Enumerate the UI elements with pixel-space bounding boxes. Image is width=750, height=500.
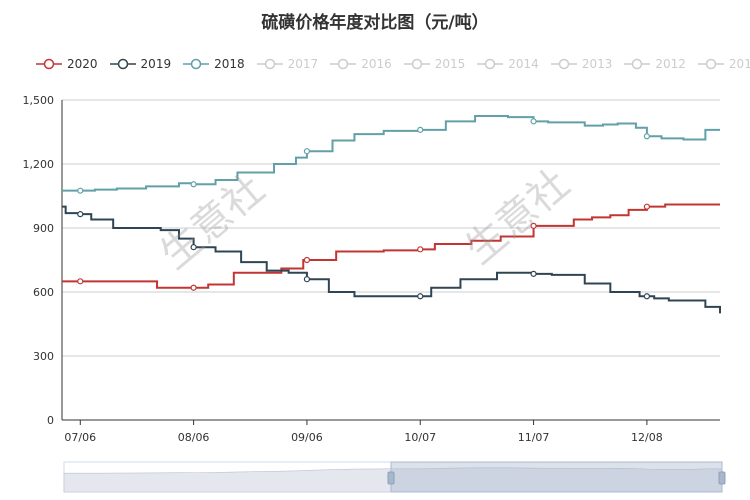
legend-item-2013[interactable]: 2013 bbox=[550, 57, 613, 71]
legend-line-icon bbox=[330, 58, 357, 70]
data-point-2020[interactable] bbox=[190, 284, 197, 291]
chart-title: 硫磺价格年度对比图（元/吨） bbox=[261, 13, 489, 33]
legend-label: 2013 bbox=[581, 57, 613, 71]
data-point-2020[interactable] bbox=[417, 246, 424, 253]
legend-line-icon bbox=[109, 58, 136, 70]
data-point-2020[interactable] bbox=[530, 222, 537, 229]
legend-item-2011[interactable]: 2011 bbox=[697, 57, 750, 71]
y-tick-label: 1,500 bbox=[23, 94, 55, 107]
data-point-2019[interactable] bbox=[643, 293, 650, 300]
y-tick-label: 0 bbox=[47, 414, 54, 427]
legend-label: 2016 bbox=[361, 57, 392, 71]
legend-label: 2017 bbox=[287, 57, 319, 71]
data-point-2020[interactable] bbox=[77, 278, 84, 285]
legend: 2020 2019 2018 2017 2016 2015 2014 2013 2012 2011 bbox=[36, 56, 750, 72]
data-point-2018[interactable] bbox=[530, 118, 537, 125]
x-tick-label: 12/08 bbox=[631, 431, 663, 444]
y-tick-label: 1,200 bbox=[23, 158, 55, 171]
legend-item-2012[interactable]: 2012 bbox=[624, 57, 686, 71]
legend-item-2019[interactable]: 2019 bbox=[109, 57, 172, 71]
legend-item-2015[interactable]: 2015 bbox=[403, 57, 466, 71]
legend-item-2020[interactable]: 2020 bbox=[36, 57, 98, 71]
legend-line-icon bbox=[36, 58, 62, 70]
legend-label: 2015 bbox=[434, 57, 466, 71]
legend-label: 2018 bbox=[214, 57, 245, 71]
legend-label: 2019 bbox=[140, 57, 172, 71]
y-tick-label: 900 bbox=[33, 222, 54, 235]
legend-item-2016[interactable]: 2016 bbox=[330, 57, 392, 71]
data-point-2018[interactable] bbox=[190, 181, 197, 188]
legend-item-2018[interactable]: 2018 bbox=[183, 57, 245, 71]
legend-line-icon bbox=[183, 58, 210, 70]
data-point-2018[interactable] bbox=[303, 148, 311, 155]
y-tick-label: 300 bbox=[33, 350, 54, 363]
data-point-2019[interactable] bbox=[530, 270, 537, 277]
series-line-2019 bbox=[62, 205, 721, 314]
series-line-2018 bbox=[62, 115, 720, 192]
legend-line-icon bbox=[256, 58, 283, 70]
x-tick-label: 07/06 bbox=[64, 431, 96, 444]
legend-item-2017[interactable]: 2017 bbox=[256, 57, 319, 71]
legend-line-icon bbox=[477, 58, 504, 70]
legend-line-icon bbox=[624, 58, 651, 70]
data-point-2019[interactable] bbox=[417, 293, 424, 300]
data-point-2018[interactable] bbox=[417, 126, 424, 133]
data-point-2018[interactable] bbox=[643, 133, 650, 140]
legend-label: 2020 bbox=[67, 57, 98, 71]
legend-label: 2012 bbox=[655, 57, 686, 71]
legend-label: 2011 bbox=[728, 57, 750, 71]
data-point-2019[interactable] bbox=[190, 244, 197, 251]
legend-line-icon bbox=[697, 58, 724, 70]
zoom-handle-right[interactable] bbox=[718, 471, 726, 485]
legend-item-2014[interactable]: 2014 bbox=[477, 57, 539, 71]
data-point-2020[interactable] bbox=[643, 203, 650, 210]
x-tick-label: 08/06 bbox=[178, 431, 210, 444]
legend-line-icon bbox=[403, 58, 430, 70]
legend-label: 2014 bbox=[508, 57, 539, 71]
legend-line-icon bbox=[550, 58, 577, 70]
x-tick-label: 09/06 bbox=[291, 431, 323, 444]
series-line-2020 bbox=[62, 203, 720, 289]
data-point-2020[interactable] bbox=[303, 256, 311, 264]
x-tick-label: 11/07 bbox=[518, 431, 550, 444]
zoom-selected-window[interactable] bbox=[390, 461, 723, 493]
data-point-2019[interactable] bbox=[77, 211, 84, 218]
x-tick-label: 10/07 bbox=[404, 431, 436, 444]
zoom-handle-left[interactable] bbox=[387, 471, 395, 485]
data-point-2018[interactable] bbox=[77, 187, 84, 194]
y-tick-label: 600 bbox=[33, 286, 54, 299]
data-point-2019[interactable] bbox=[303, 276, 311, 283]
